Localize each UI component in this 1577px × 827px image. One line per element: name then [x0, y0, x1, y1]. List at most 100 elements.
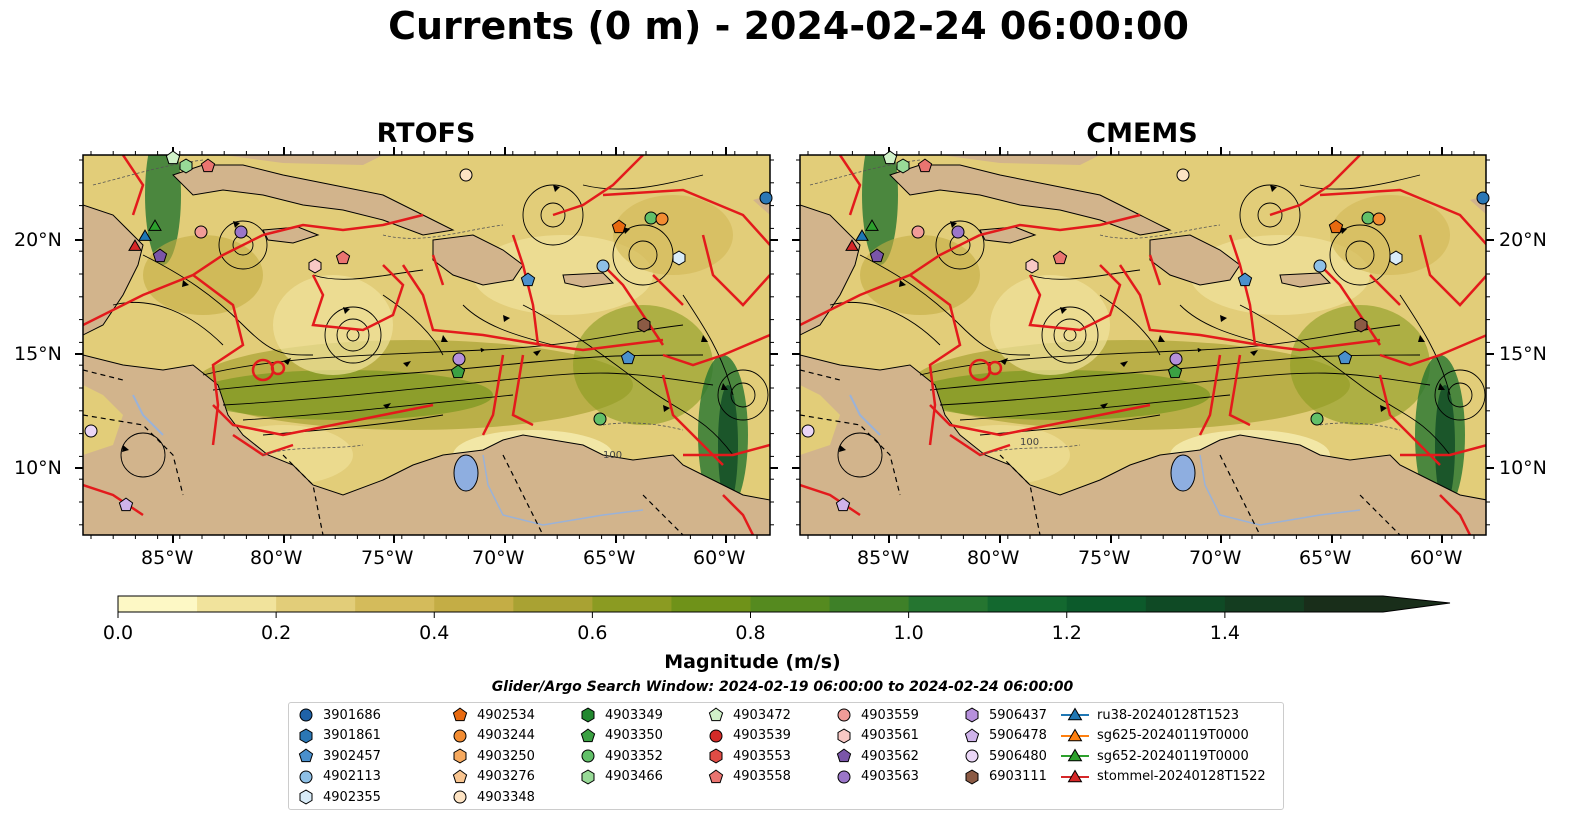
legend-marker-icon [299, 728, 313, 743]
colorbar-segment [908, 596, 989, 612]
legend-marker-icon [581, 769, 595, 784]
legend-item: 4903558 [707, 767, 791, 787]
float-marker [655, 212, 669, 226]
float-marker [620, 350, 636, 365]
search-window-text: Glider/Argo Search Window: 2024-02-19 06… [491, 679, 1074, 695]
lon-label: 80°W [967, 547, 1020, 569]
float-marker [596, 259, 610, 273]
legend-marker-icon [453, 729, 467, 742]
legend-marker-icon [1061, 769, 1089, 782]
legend-marker-icon [836, 748, 852, 763]
colorbar-segment [829, 596, 910, 612]
legend-label: 3902457 [323, 748, 381, 764]
legend-label: 5906437 [989, 707, 1047, 723]
map-area: 100 100 [75, 147, 1494, 543]
float-marker [882, 150, 898, 165]
lon-label: 80°W [250, 547, 303, 569]
lat-label-left: 15°N [14, 343, 62, 365]
colorbar-tick-label: 1.0 [893, 622, 924, 644]
float-marker [194, 225, 208, 239]
lat-label-right: 15°N [1499, 343, 1547, 365]
colorbar-tick-label: 1.4 [1209, 622, 1240, 644]
legend-label: 4903539 [733, 728, 791, 743]
lon-label: 65°W [1299, 547, 1352, 569]
colorbar-label: Magnitude (m/s) [664, 651, 841, 673]
legend-item: 4903350 [579, 726, 663, 746]
legend-marker-icon [298, 748, 314, 763]
page-title: Currents (0 m) - 2024-02-24 06:00:00 [388, 4, 1189, 48]
legend-marker-icon [1061, 707, 1089, 721]
legend-item: 4903561 [835, 726, 919, 746]
legend-label: 4903348 [477, 789, 535, 805]
float-marker [1361, 211, 1375, 225]
contour-label: 100 [1020, 437, 1039, 448]
float-marker [644, 211, 658, 225]
panel-title-cmems: CMEMS [1086, 118, 1198, 149]
legend-item: 3901861 [297, 726, 381, 746]
lon-label: 85°W [857, 547, 910, 569]
float-marker [1313, 259, 1327, 273]
legend-marker-icon [964, 727, 980, 742]
float-marker [200, 158, 216, 173]
legend-item: 4903472 [707, 705, 791, 725]
float-marker [951, 225, 965, 239]
colorbar-segment [276, 596, 356, 612]
legend-label: 4903563 [861, 769, 919, 784]
legend-item: stommel-20240128T1522 [1061, 767, 1266, 787]
colorbar-segment [197, 596, 277, 612]
float-marker [308, 258, 322, 274]
colorbar-segment [1145, 596, 1226, 612]
legend-marker-icon [837, 770, 851, 783]
lon-label: 70°W [472, 547, 525, 569]
legend-marker-icon [299, 770, 313, 783]
float-marker [1328, 219, 1344, 234]
legend-label: 4902113 [323, 769, 381, 784]
float-marker [84, 424, 98, 438]
legend-label: stommel-20240128T1522 [1097, 769, 1266, 784]
lon-label: 75°W [1078, 547, 1131, 569]
legend-item: 4903276 [451, 767, 535, 787]
lat-label-right: 20°N [1499, 229, 1547, 251]
float-marker [865, 219, 879, 231]
colorbar-tick-label: 0.0 [102, 622, 134, 644]
float-marker [152, 248, 168, 263]
legend-marker-icon [453, 748, 467, 764]
float-marker [801, 424, 815, 438]
legend-item: 4902534 [451, 705, 535, 725]
legend-marker-icon [965, 769, 979, 784]
colorbar-tick-label: 0.4 [419, 622, 450, 644]
float-marker [1337, 350, 1353, 365]
float-marker [637, 317, 651, 333]
legend-marker-icon [453, 790, 467, 804]
panel-title-rtofs: RTOFS [376, 118, 476, 149]
legend-marker-icon [452, 707, 468, 722]
colorbar-segment [1066, 596, 1147, 612]
colorbar-segment [355, 596, 435, 612]
legend-label: 3901861 [323, 728, 381, 743]
legend-item: 4903553 [707, 746, 791, 766]
legend-item: 4903563 [835, 767, 919, 787]
colorbar-segment [1224, 596, 1305, 612]
legend-item: 4903250 [451, 746, 535, 766]
colorbar-segment [434, 596, 514, 612]
legend-label: 4903558 [733, 769, 791, 784]
legend-item: 4902355 [297, 787, 381, 807]
legend-label: ru38-20240128T1523 [1097, 707, 1240, 723]
legend-label: 4903350 [605, 728, 663, 743]
float-marker [335, 250, 351, 265]
float-marker [1167, 364, 1183, 379]
legend-label: 4903352 [605, 748, 663, 764]
legend-marker-icon [580, 727, 596, 742]
legend-label: 4903244 [477, 728, 535, 743]
float-marker [148, 219, 162, 231]
legend-label: 4903276 [477, 769, 535, 784]
legend: 3901686 3901861 3902457 4902113 4902355 49025… [288, 702, 1284, 810]
legend-marker-icon [452, 768, 468, 783]
legend-marker-icon [965, 749, 979, 763]
colorbar-extend [1383, 596, 1450, 612]
legend-item: 3902457 [297, 746, 381, 766]
legend-item: 3901686 [297, 705, 381, 725]
colorbar-tick-label: 0.8 [735, 622, 766, 644]
legend-label: 4902534 [477, 707, 535, 723]
colorbar-segment [118, 596, 198, 612]
